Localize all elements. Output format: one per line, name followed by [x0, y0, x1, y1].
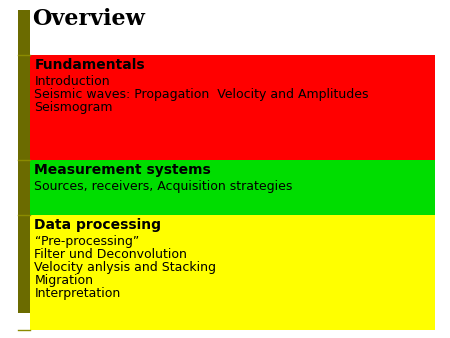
Text: Fundamentals: Fundamentals: [35, 58, 145, 72]
Text: Overview: Overview: [32, 8, 145, 30]
Text: Migration: Migration: [35, 274, 94, 287]
Text: Measurement systems: Measurement systems: [35, 163, 211, 177]
Bar: [18, 10, 30, 313]
Text: Seismogram: Seismogram: [35, 101, 113, 114]
Text: Data processing: Data processing: [35, 218, 162, 232]
Text: “Pre-processing”: “Pre-processing”: [35, 235, 139, 248]
Text: Interpretation: Interpretation: [35, 287, 121, 300]
Bar: [30, 160, 435, 215]
Text: Filter und Deconvolution: Filter und Deconvolution: [35, 248, 187, 261]
Text: Sources, receivers, Acquisition strategies: Sources, receivers, Acquisition strategi…: [35, 180, 293, 193]
Bar: [30, 55, 435, 160]
Text: Introduction: Introduction: [35, 75, 110, 88]
Text: Seismic waves: Propagation  Velocity and Amplitudes: Seismic waves: Propagation Velocity and …: [35, 88, 369, 101]
Bar: [30, 215, 435, 330]
Text: Velocity anlysis and Stacking: Velocity anlysis and Stacking: [35, 261, 216, 274]
